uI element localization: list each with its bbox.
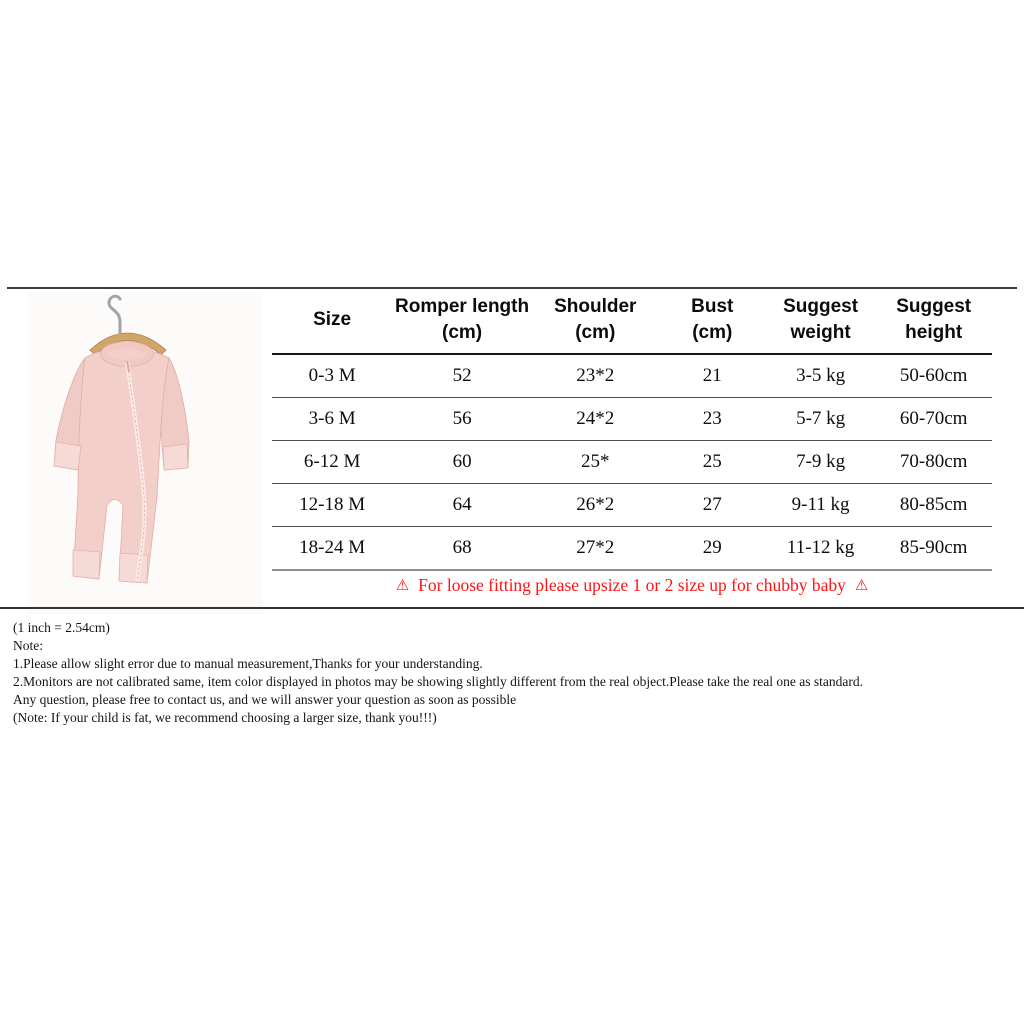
product-photo <box>28 292 263 614</box>
table-cell: 85-90cm <box>875 526 992 571</box>
table-row: 12-18 M 64 26*2 27 9-11 kg 80-85cm <box>272 483 992 527</box>
table-row: 0-3 M 52 23*2 21 3-5 kg 50-60cm <box>272 354 992 398</box>
romper-right-sleeve-cuff <box>162 443 189 471</box>
table-cell: 23*2 <box>531 354 659 398</box>
column-header-suggest-weight: Suggest weight <box>765 287 876 355</box>
inch-conversion-note: (1 inch = 2.54cm) <box>13 620 110 635</box>
table-row: 6-12 M 60 25* 25 7-9 kg 70-80cm <box>272 440 992 484</box>
notes-section: (1 inch = 2.54cm) Note: 1.Please allow s… <box>13 619 1014 727</box>
table-cell: 24*2 <box>531 397 659 441</box>
column-header-romper-length: Romper length (cm) <box>392 287 532 355</box>
romper-left-ankle-cuff <box>72 549 101 580</box>
romper-zipper-teeth <box>126 361 145 582</box>
column-header-size: Size <box>272 287 393 355</box>
table-cell: 70-80cm <box>875 440 992 484</box>
table-cell: 9-11 kg <box>765 483 876 527</box>
table-cell: 3-5 kg <box>765 354 876 398</box>
note-line-1: 1.Please allow slight error due to manua… <box>13 656 483 671</box>
size-table-header-row: Size Romper length (cm) Shoulder (cm) Bu… <box>272 287 992 355</box>
table-cell: 21 <box>658 354 766 398</box>
warning-text: For loose fitting please upsize 1 or 2 s… <box>418 575 846 595</box>
note-line-2: 2.Monitors are not calibrated same, item… <box>13 674 864 689</box>
table-cell: 25* <box>531 440 659 484</box>
table-cell: 25 <box>658 440 766 484</box>
note-heading: Note: <box>13 638 43 653</box>
column-header-bust: Bust (cm) <box>658 287 766 355</box>
column-header-shoulder: Shoulder (cm) <box>531 287 659 355</box>
note-line-3: Any question, please free to contact us,… <box>13 692 517 707</box>
romper-left-sleeve-cuff <box>53 441 82 471</box>
hanger-hook-icon <box>107 294 122 334</box>
table-cell: 80-85cm <box>875 483 992 527</box>
warning-triangle-icon: ⚠ <box>854 576 869 594</box>
romper-right-ankle-cuff <box>118 552 149 584</box>
table-cell: 18-24 M <box>272 526 393 571</box>
table-cell: 50-60cm <box>875 354 992 398</box>
romper-zipper-pull <box>126 360 130 373</box>
table-cell: 3-6 M <box>272 397 393 441</box>
table-cell: 11-12 kg <box>765 526 876 571</box>
bottom-divider-line <box>0 607 1024 609</box>
table-cell: 60-70cm <box>875 397 992 441</box>
table-cell: 12-18 M <box>272 483 393 527</box>
table-cell: 27*2 <box>531 526 659 571</box>
table-cell: 29 <box>658 526 766 571</box>
table-cell: 23 <box>658 397 766 441</box>
column-header-suggest-height: Suggest height <box>875 287 992 355</box>
warning-triangle-icon: ⚠ <box>395 576 410 594</box>
table-cell: 6-12 M <box>272 440 393 484</box>
table-cell: 0-3 M <box>272 354 393 398</box>
size-table: Size Romper length (cm) Shoulder (cm) Bu… <box>272 287 992 571</box>
fitting-warning-banner: ⚠ For loose fitting please upsize 1 or 2 … <box>272 575 992 596</box>
table-cell: 68 <box>392 526 532 571</box>
size-table-container: Size Romper length (cm) Shoulder (cm) Bu… <box>272 287 992 571</box>
table-cell: 5-7 kg <box>765 397 876 441</box>
table-cell: 27 <box>658 483 766 527</box>
table-row: 3-6 M 56 24*2 23 5-7 kg 60-70cm <box>272 397 992 441</box>
table-cell: 26*2 <box>531 483 659 527</box>
table-cell: 52 <box>392 354 532 398</box>
table-cell: 60 <box>392 440 532 484</box>
table-row: 18-24 M 68 27*2 29 11-12 kg 85-90cm <box>272 526 992 571</box>
note-line-4: (Note: If your child is fat, we recommen… <box>13 710 437 725</box>
table-cell: 56 <box>392 397 532 441</box>
table-cell: 64 <box>392 483 532 527</box>
table-cell: 7-9 kg <box>765 440 876 484</box>
